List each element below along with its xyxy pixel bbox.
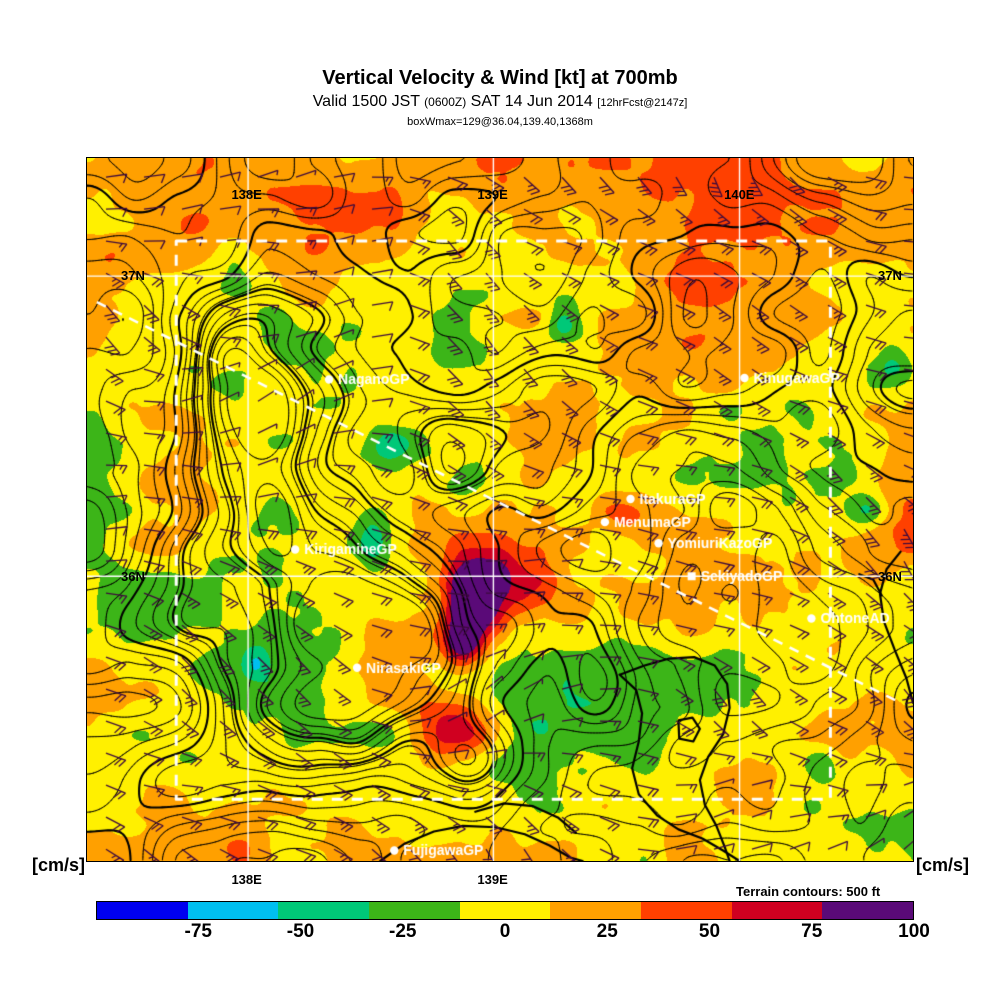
colorbar-tick--75: -75 [184, 921, 212, 942]
lon-label-bottom-139E: 139E [477, 872, 508, 887]
colorbar-swatch-0 [97, 902, 188, 919]
boxwmax-annotation: boxWmax=129@36.04,139.40,1368m [407, 116, 593, 128]
colorbar-tick-labels: -75 -50 -25 0 25 50 75 100 [96, 921, 930, 949]
valid-date: SAT 14 Jun 2014 [466, 93, 598, 110]
colorbar-tick-0: 0 [499, 921, 511, 942]
unit-label-right: [cm/s] [916, 855, 970, 875]
colorbar-tick-50: 50 [698, 921, 721, 942]
colorbar-swatch-7 [731, 902, 823, 919]
unit-label-left: [cm/s] [32, 855, 86, 875]
lon-label-bottom-138E: 138E [231, 872, 262, 887]
title-block: Vertical Velocity & Wind [kt] at 700mb V… [0, 66, 1000, 129]
colorbar-swatch-1 [187, 902, 279, 919]
weather-map[interactable] [86, 157, 914, 862]
lon-label-top-138E: 138E [231, 187, 262, 202]
colorbar-swatch-3 [369, 902, 460, 919]
colorbar[interactable] [96, 901, 914, 920]
colorbar-tick-25: 25 [596, 921, 618, 942]
lon-label-top-140E: 140E [724, 187, 755, 202]
colorbar-swatch-2 [278, 902, 370, 919]
forecast-tag: [12hrFcst@2147z] [597, 97, 688, 109]
valid-time-utc: (0600Z) [424, 95, 467, 109]
colorbar-tick-75: 75 [801, 921, 823, 942]
subtitle: Valid 1500 JST (0600Z) SAT 14 Jun 2014 [… [0, 91, 1000, 114]
terrain-contour-note: Terrain contours: 500 ft [736, 884, 881, 899]
lon-label-top-139E: 139E [477, 187, 508, 202]
valid-time-prefix: Valid 1500 JST [312, 93, 425, 110]
vertical-velocity-field-canvas[interactable] [87, 158, 913, 861]
colorbar-tick--25: -25 [389, 921, 417, 942]
lat-label-right-37N: 37N [878, 268, 902, 284]
colorbar-tick-100: 100 [898, 921, 930, 942]
lat-label-left-37N: 37N [121, 268, 145, 284]
lat-label-left-36N: 36N [121, 569, 145, 585]
page-title: Vertical Velocity & Wind [kt] at 700mb [322, 67, 678, 89]
colorbar-swatch-8 [822, 902, 914, 919]
colorbar-swatch-4 [459, 902, 551, 919]
colorbar-swatch-5 [550, 902, 642, 919]
lat-label-right-36N: 36N [878, 569, 902, 585]
colorbar-swatch-6 [641, 902, 732, 919]
colorbar-tick--50: -50 [286, 921, 315, 942]
